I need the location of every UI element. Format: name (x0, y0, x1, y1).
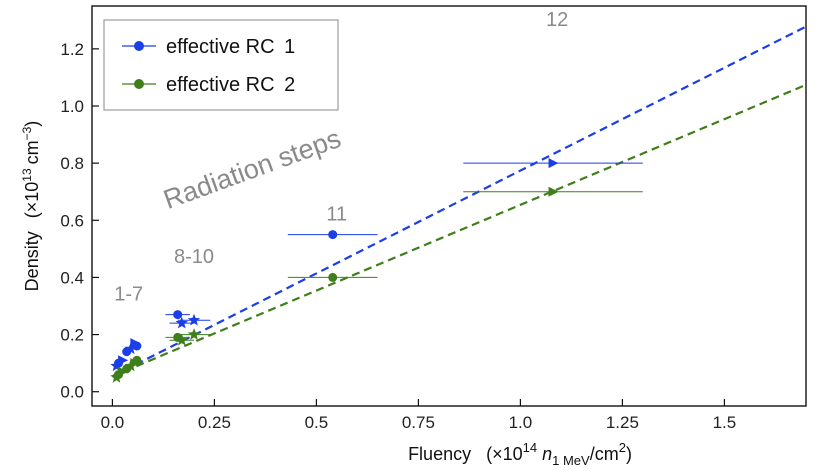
x-tick-label: 1.0 (509, 413, 533, 432)
axis-ticks: 0.0 0.25 0.5 0.75 1.0 1.25 1.5 0.0 0.2 0.4 0.6 0.8 1… (60, 40, 736, 432)
x-tick-label: 0.5 (305, 413, 329, 432)
y-tick-label: 0.0 (60, 383, 84, 402)
legend-box (103, 19, 339, 111)
y-tick-label: 1.2 (60, 40, 84, 59)
data-point-rc1 (187, 313, 201, 326)
legend-marker-rc2 (134, 79, 144, 89)
legend-label-rc2: effective RC 2 (166, 74, 295, 96)
data-point-rc2 (187, 328, 201, 340)
data-point-rc2 (328, 272, 338, 282)
legend-label-rc1: effective RC 1 (166, 36, 295, 58)
data-point-rc1 (175, 316, 188, 329)
annotation-label: 1-7 (114, 283, 143, 305)
data-point-rc2 (118, 366, 129, 377)
x-tick-label: 0.25 (198, 413, 231, 432)
y-tick-label: 0.2 (60, 326, 84, 345)
x-tick-label: 1.5 (713, 413, 737, 432)
annotation-label: 8-10 (174, 246, 214, 268)
y-tick-label: 0.6 (60, 211, 84, 230)
data-point-rc1 (328, 230, 338, 240)
markers (110, 158, 559, 383)
y-tick-label: 0.4 (60, 268, 84, 287)
y-tick-label: 0.8 (60, 154, 84, 173)
data-point-rc1 (548, 158, 559, 169)
data-point-rc2 (132, 355, 142, 365)
legend-entry-rc1: effective RC 1 (122, 36, 295, 58)
fit-lines (111, 25, 807, 378)
x-tick-label: 0.0 (101, 413, 125, 432)
legend: effective RC 1 effective RC 2 (103, 19, 339, 111)
x-tick-label: 1.25 (606, 413, 639, 432)
data-point-rc2 (175, 333, 188, 346)
legend-entry-rc2: effective RC 2 (122, 74, 295, 96)
legend-marker-rc1 (134, 41, 144, 51)
fit-line-rc2 (111, 83, 807, 378)
data-point-rc1 (173, 310, 183, 320)
data-point-rc1 (132, 341, 142, 351)
data-point-rc1 (124, 342, 137, 355)
y-axis-label: Density (×1013cm−3) (20, 121, 42, 292)
annotation-label: 11 (326, 203, 347, 225)
annotation-label: 12 (546, 9, 568, 31)
data-point-rc2 (548, 186, 559, 197)
x-tick-label: 0.75 (402, 413, 435, 432)
y-tick-label: 1.0 (60, 97, 84, 116)
x-axis-label: Fluency (×1014 n1 MeV/cm2) (408, 440, 632, 468)
data-point-rc1 (118, 355, 129, 366)
